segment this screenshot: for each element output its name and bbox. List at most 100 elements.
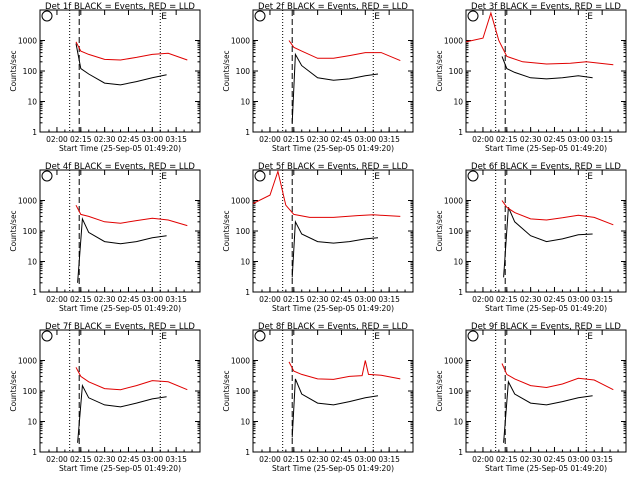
lld-series-line bbox=[501, 200, 614, 226]
y-tick-label: 100 bbox=[23, 227, 38, 236]
plot-frame bbox=[252, 9, 414, 133]
y-tick-label: 1 bbox=[245, 448, 250, 457]
plot-frame bbox=[465, 9, 627, 133]
y-axis-label: Counts/sec bbox=[222, 210, 231, 251]
e-marker: E bbox=[374, 332, 380, 342]
e-marker: E bbox=[587, 12, 593, 22]
e-marker: E bbox=[587, 332, 593, 342]
x-tick-label: 02:30 bbox=[307, 135, 329, 144]
y-axis-label: Counts/sec bbox=[435, 370, 444, 411]
x-tick-label: 02:00 bbox=[259, 295, 281, 304]
x-tick-label: 02:45 bbox=[331, 455, 353, 464]
x-tick-label: 03:15 bbox=[378, 135, 400, 144]
y-axis-label: Counts/sec bbox=[9, 210, 18, 251]
plot-panel: Det 8f BLACK = Events, RED = LLD 1 10 100 10… bbox=[222, 322, 414, 473]
y-tick-label: 10 bbox=[27, 258, 37, 267]
x-tick-label: 02:15 bbox=[70, 295, 92, 304]
y-axis-label: Counts/sec bbox=[9, 370, 18, 411]
y-tick-label: 10 bbox=[240, 418, 250, 427]
x-tick-label: 02:15 bbox=[496, 135, 518, 144]
plot-panel: Det 5f BLACK = Events, RED = LLD 1 10 100 10… bbox=[222, 162, 414, 313]
x-tick-label: 02:30 bbox=[520, 135, 542, 144]
x-tick-label: 03:15 bbox=[378, 295, 400, 304]
y-tick-label: 100 bbox=[449, 387, 464, 396]
y-tick-label: 100 bbox=[23, 67, 38, 76]
events-series-line bbox=[501, 56, 593, 80]
y-tick-label: 1000 bbox=[18, 357, 37, 366]
y-axis-label: Counts/sec bbox=[222, 50, 231, 91]
y-tick-label: 1 bbox=[32, 448, 37, 457]
y-tick-label: 1 bbox=[32, 288, 37, 297]
e-marker: E bbox=[161, 172, 167, 182]
circle-marker bbox=[254, 170, 266, 182]
y-tick-label: 100 bbox=[236, 67, 251, 76]
x-tick-label: 02:00 bbox=[472, 295, 494, 304]
y-tick-label: 1 bbox=[458, 448, 463, 457]
y-tick-label: 100 bbox=[449, 67, 464, 76]
x-tick-label: 02:45 bbox=[331, 295, 353, 304]
y-tick-label: 1 bbox=[458, 288, 463, 297]
x-tick-label: 03:15 bbox=[165, 135, 187, 144]
x-tick-label: 02:45 bbox=[331, 135, 353, 144]
x-tick-label: 03:15 bbox=[591, 455, 613, 464]
panel-title: Det 2f BLACK = Events, RED = LLD bbox=[258, 2, 408, 12]
x-tick-label: 02:45 bbox=[118, 135, 140, 144]
y-tick-label: 10 bbox=[453, 98, 463, 107]
y-tick-label: 100 bbox=[449, 227, 464, 236]
e-marker: E bbox=[587, 172, 593, 182]
x-tick-label: 02:00 bbox=[259, 135, 281, 144]
x-tick-label: 02:30 bbox=[94, 135, 116, 144]
plot-panel: Det 7f BLACK = Events, RED = LLD 1 10 100 10… bbox=[9, 322, 201, 473]
x-tick-label: 03:15 bbox=[591, 295, 613, 304]
x-tick-label: 02:45 bbox=[544, 135, 566, 144]
x-tick-label: 02:30 bbox=[520, 455, 542, 464]
x-tick-label: 03:00 bbox=[142, 295, 164, 304]
x-tick-label: 02:30 bbox=[307, 455, 329, 464]
panel-title: Det 4f BLACK = Events, RED = LLD bbox=[45, 162, 195, 172]
panel-title: Det 8f BLACK = Events, RED = LLD bbox=[258, 322, 408, 332]
x-tick-label: 03:00 bbox=[142, 135, 164, 144]
x-tick-label: 02:15 bbox=[496, 455, 518, 464]
circle-marker bbox=[41, 330, 53, 342]
x-tick-label: 03:15 bbox=[378, 455, 400, 464]
x-tick-label: 02:30 bbox=[520, 295, 542, 304]
y-tick-label: 1000 bbox=[231, 197, 250, 206]
y-tick-label: 100 bbox=[23, 387, 38, 396]
x-tick-label: 02:30 bbox=[307, 295, 329, 304]
x-axis-label: Start Time (25-Sep-05 01:49:20) bbox=[272, 144, 394, 153]
y-axis-label: Counts/sec bbox=[9, 50, 18, 91]
x-tick-label: 02:15 bbox=[70, 135, 92, 144]
events-series-line bbox=[503, 380, 593, 443]
x-tick-label: 02:00 bbox=[472, 455, 494, 464]
y-tick-label: 1 bbox=[458, 128, 463, 137]
x-tick-label: 03:15 bbox=[165, 455, 187, 464]
plot-panel: Det 4f BLACK = Events, RED = LLD 1 10 100 10… bbox=[9, 162, 201, 313]
plot-frame bbox=[39, 169, 201, 293]
x-tick-label: 02:00 bbox=[259, 455, 281, 464]
x-tick-label: 02:30 bbox=[94, 455, 116, 464]
y-tick-label: 1 bbox=[245, 288, 250, 297]
lld-series-line bbox=[501, 363, 614, 391]
x-tick-label: 03:00 bbox=[568, 295, 590, 304]
x-tick-label: 02:15 bbox=[283, 295, 305, 304]
x-tick-label: 03:00 bbox=[568, 455, 590, 464]
x-tick-label: 02:00 bbox=[46, 295, 68, 304]
events-series-line bbox=[291, 378, 379, 438]
x-tick-label: 02:45 bbox=[544, 295, 566, 304]
y-tick-label: 10 bbox=[240, 258, 250, 267]
y-tick-label: 100 bbox=[236, 227, 251, 236]
events-series-line bbox=[75, 43, 167, 86]
events-series-line bbox=[77, 216, 167, 283]
y-tick-label: 1000 bbox=[18, 37, 37, 46]
plot-panel: Det 2f BLACK = Events, RED = LLD 1 10 100 10… bbox=[222, 2, 414, 153]
x-tick-label: 03:00 bbox=[355, 135, 377, 144]
x-tick-label: 02:00 bbox=[472, 135, 494, 144]
y-tick-label: 10 bbox=[453, 258, 463, 267]
y-tick-label: 1000 bbox=[18, 197, 37, 206]
e-marker: E bbox=[161, 12, 167, 22]
plot-frame bbox=[252, 329, 414, 453]
circle-marker bbox=[467, 10, 479, 22]
y-axis-label: Counts/sec bbox=[435, 210, 444, 251]
events-series-line bbox=[503, 207, 593, 278]
x-tick-label: 03:00 bbox=[355, 295, 377, 304]
